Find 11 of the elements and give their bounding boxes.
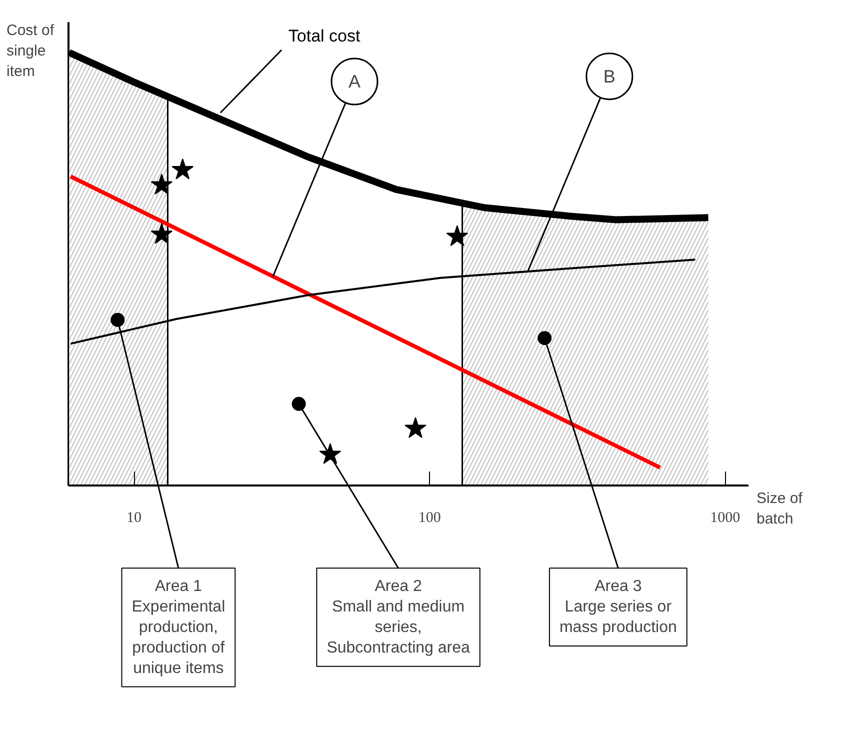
annotation: A — [348, 72, 361, 92]
x-tick-label: 10 — [126, 510, 142, 526]
x-tick-label: 100 — [418, 510, 441, 526]
annotation: Area 3 Large series or mass production — [559, 578, 677, 636]
y-axis-title: Cost of single item — [6, 22, 55, 80]
annotation: B — [603, 66, 616, 86]
x-tick-label: 1000 — [710, 510, 740, 526]
annotation: Area 1 Experimental production, production of unique items — [132, 578, 226, 677]
annotation: Area 2 Small and medium series, Subcontracting area — [326, 578, 470, 656]
text: Total cost — [288, 26, 361, 46]
x-axis-title: Size of batch — [756, 490, 804, 528]
